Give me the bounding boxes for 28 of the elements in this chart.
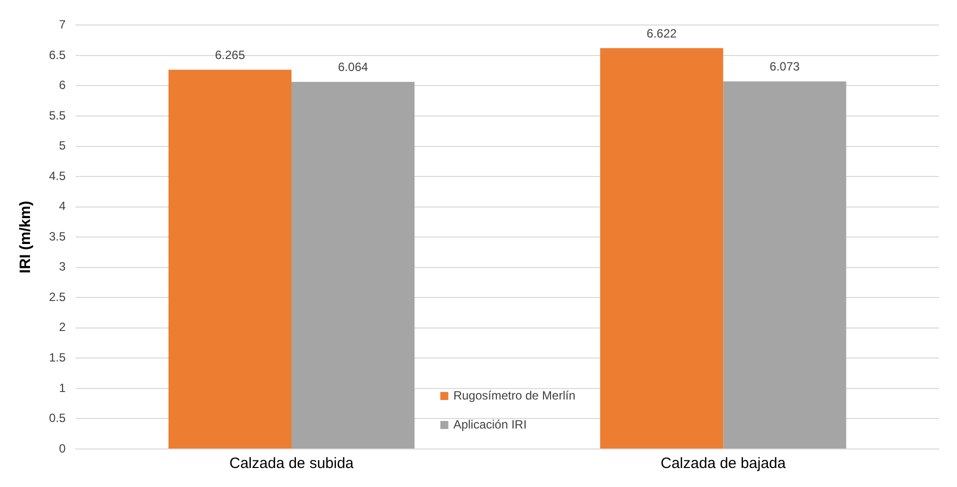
y-tick-label: 4	[58, 199, 66, 214]
y-tick-label: 5.5	[48, 108, 66, 122]
legend-label: Rugosímetro de Merlín	[453, 388, 576, 402]
y-tick-label: 3	[58, 260, 66, 274]
legend-label: Aplicación IRI	[453, 417, 527, 432]
data-label: 6.265	[214, 48, 246, 62]
data-label: 6.073	[770, 60, 800, 74]
y-tick-label: 3.5	[48, 229, 66, 244]
bar	[723, 81, 846, 448]
x-tick-label: Calzada de subida	[229, 455, 354, 472]
bar	[292, 82, 415, 448]
y-tick-label: 0	[58, 441, 66, 456]
y-tick-label: 4.5	[48, 168, 66, 183]
y-tick-label: 5	[58, 138, 66, 153]
y-tick-label: 6.5	[48, 48, 66, 62]
y-tick-label: 0.5	[48, 411, 66, 426]
data-label: 6.622	[646, 26, 677, 40]
y-tick-label: 7	[58, 18, 66, 32]
y-tick-label: 6	[58, 78, 66, 92]
y-tick-label: 1.5	[48, 350, 66, 364]
bar	[600, 48, 724, 448]
y-axis-title: IRI (m/km)	[17, 200, 34, 274]
y-tick-label: 2	[58, 320, 66, 334]
bar	[168, 70, 292, 448]
x-tick-label: Calzada de bajada	[660, 455, 786, 472]
data-label: 6.064	[338, 60, 368, 74]
y-tick-label: 2.5	[48, 290, 66, 304]
y-tick-label: 1	[58, 380, 66, 395]
